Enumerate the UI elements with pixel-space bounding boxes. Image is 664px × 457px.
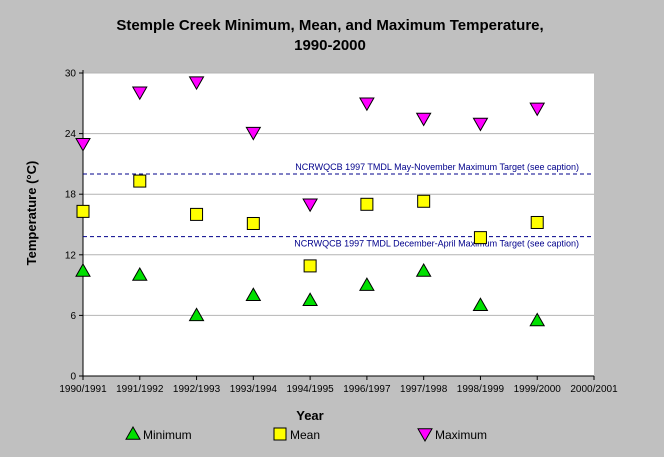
chart-title-line2: 1990-2000 (294, 37, 366, 54)
x-tick-labels: 1990/1991 1991/1992 1992/1993 1993/1994 1994… (59, 384, 618, 395)
point-minimum-6 (415, 262, 432, 277)
y-tick-labels: 0 6 12 18 24 30 (65, 69, 77, 383)
legend-marker-maximum (417, 428, 433, 443)
point-minimum-4 (302, 292, 318, 306)
legend: Minimum Mean Maximum (125, 425, 487, 443)
x-tick-label-8: 1999/2000 (514, 384, 562, 395)
axes (79, 70, 595, 380)
gridlines (83, 72, 594, 316)
point-maximum-0 (75, 137, 91, 152)
point-minimum-5 (359, 277, 375, 291)
x-tick-label-4: 1994/1995 (286, 384, 334, 395)
point-maximum-2 (188, 76, 205, 91)
point-maximum-5 (359, 97, 375, 112)
point-minimum-3 (245, 287, 262, 301)
point-maximum-3 (245, 126, 262, 141)
point-mean-4 (303, 259, 317, 273)
x-tick-label-6: 1997/1998 (400, 384, 448, 395)
y-tick-label-5: 30 (65, 69, 77, 80)
point-maximum-8 (529, 102, 546, 117)
reference-line-label-1: NCRWQCB 1997 TMDL December-April Maximum… (294, 239, 579, 249)
point-minimum-8 (529, 312, 546, 327)
legend-marker-mean (273, 427, 287, 441)
point-minimum-2 (188, 307, 205, 322)
y-tick-label-0: 0 (70, 372, 76, 383)
y-tick-label-3: 18 (65, 190, 77, 201)
legend-label-mean: Mean (290, 428, 320, 442)
x-tick-label-3: 1993/1994 (230, 384, 278, 395)
reference-lines: NCRWQCB 1997 TMDL May-November Maximum T… (83, 162, 594, 249)
plot-area (83, 73, 594, 376)
point-mean-8 (530, 215, 544, 229)
point-maximum-6 (415, 112, 432, 127)
point-mean-7 (473, 231, 487, 245)
x-tick-label-7: 1998/1999 (457, 384, 505, 395)
chart-title-line1: Stemple Creek Minimum, Mean, and Maximum… (116, 17, 543, 34)
point-mean-1 (133, 174, 147, 188)
x-tick-label-1: 1991/1992 (116, 384, 164, 395)
x-tick-label-2: 1992/1993 (173, 384, 221, 395)
reference-line-label-0: NCRWQCB 1997 TMDL May-November Maximum T… (295, 162, 579, 172)
x-axis-label: Year (296, 408, 323, 423)
point-minimum-0 (75, 262, 91, 277)
y-axis-label: Temperature (°C) (24, 161, 39, 266)
data-points (75, 76, 546, 327)
point-mean-5 (360, 197, 374, 211)
y-tick-label-2: 12 (65, 250, 77, 261)
legend-label-minimum: Minimum (143, 428, 192, 442)
point-minimum-1 (131, 266, 148, 281)
legend-label-maximum: Maximum (435, 428, 487, 442)
y-tick-label-4: 24 (65, 129, 77, 140)
point-maximum-7 (472, 117, 489, 132)
point-mean-0 (76, 204, 90, 218)
point-maximum-4 (302, 198, 318, 213)
x-tick-label-9: 2000/2001 (570, 384, 618, 395)
point-minimum-7 (472, 297, 489, 312)
y-tick-label-1: 6 (70, 311, 76, 322)
legend-marker-minimum (125, 425, 141, 440)
point-mean-6 (417, 194, 431, 208)
point-mean-2 (190, 207, 204, 221)
x-tick-label-0: 1990/1991 (59, 384, 107, 395)
point-mean-3 (246, 216, 260, 230)
x-tick-label-5: 1996/1997 (343, 384, 391, 395)
point-maximum-1 (131, 86, 148, 101)
